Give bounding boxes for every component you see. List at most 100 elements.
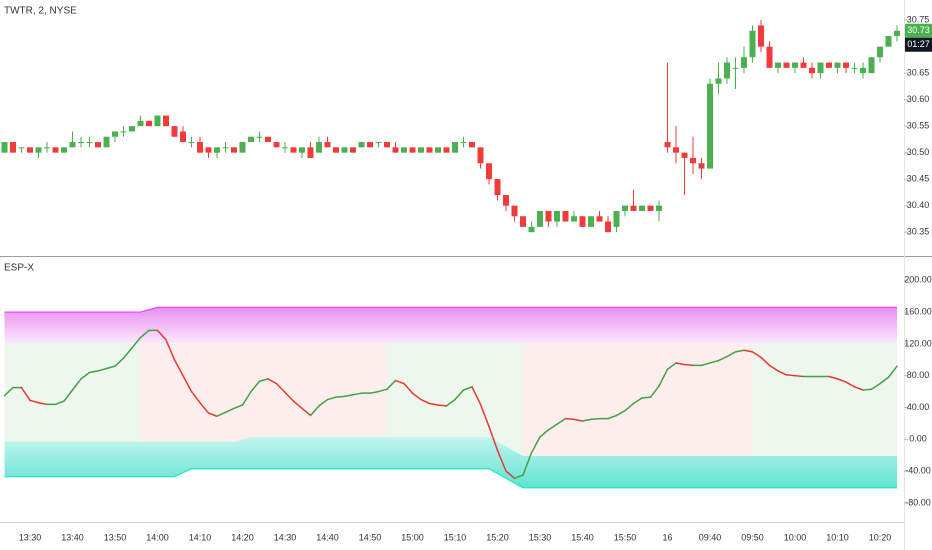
candle-body: [95, 142, 101, 148]
oscillator-segment: [641, 396, 652, 399]
oscillator-segment: [309, 405, 320, 417]
candle-body: [256, 136, 263, 138]
candle-body: [579, 216, 586, 227]
candle-body: [146, 120, 152, 127]
oscillator-segment: [675, 362, 686, 366]
y-tick-label: 80.00: [907, 370, 930, 380]
x-tick-label: 15:50: [614, 532, 637, 542]
y-tick-label: 120.00: [904, 338, 932, 348]
x-tick-label: 13:30: [19, 532, 42, 542]
oscillator-segment: [751, 351, 762, 359]
y-tick-label: 30.45: [907, 174, 930, 184]
candle-body: [333, 147, 339, 153]
y-tick-label: 30.55: [907, 121, 930, 131]
candle-body: [188, 142, 195, 144]
candle-body: [766, 46, 773, 68]
oscillator-segment: [726, 351, 737, 358]
oscillator-segment: [114, 357, 125, 367]
candle-body: [775, 62, 781, 68]
oscillator-segment: [862, 388, 873, 391]
trend-zone: [523, 343, 753, 456]
candle-body: [554, 210, 560, 222]
candle-body: [817, 62, 824, 74]
candle-body: [690, 157, 696, 164]
candle-body: [205, 147, 212, 153]
candle-body: [316, 142, 322, 153]
x-tick-label: 09:50: [741, 532, 764, 542]
candle-body: [426, 147, 433, 153]
candle-body: [197, 142, 203, 153]
oscillator-segment: [403, 382, 414, 394]
oscillator-segment: [343, 394, 354, 398]
oscillator-segment: [105, 365, 116, 370]
oscillator-segment: [607, 414, 618, 420]
oscillator-segment: [683, 363, 694, 367]
y-tick-label: -40.00: [905, 465, 931, 475]
oscillator-segment: [207, 412, 218, 417]
candle-body: [477, 147, 484, 164]
oscillator-segment: [556, 417, 567, 425]
candle-body: [673, 147, 679, 153]
oscillator-segment: [29, 399, 40, 404]
candle-body: [783, 62, 790, 68]
candle-body: [562, 210, 569, 222]
oscillator-segment: [258, 378, 269, 383]
band-edge: [4, 306, 897, 313]
candle-body: [44, 147, 50, 149]
oscillator-segment: [37, 401, 48, 406]
oscillator-segment: [658, 368, 669, 387]
oscillator-segment: [624, 402, 635, 412]
oscillator-segment: [709, 359, 720, 364]
oscillator-segment: [394, 379, 405, 385]
oscillator-segment: [836, 378, 847, 383]
x-tick-label: 14:20: [231, 532, 254, 542]
oscillator-segment: [488, 425, 499, 452]
candle-body: [367, 142, 373, 148]
x-tick-label: 15:30: [529, 532, 552, 542]
oscillator-segment: [139, 329, 150, 339]
y-tick-label: 0.00: [909, 434, 927, 444]
candle-body: [469, 142, 475, 148]
indicator-title: ESP-X: [4, 263, 34, 274]
x-tick-label: 16: [662, 532, 672, 542]
countdown-label: 01:27: [907, 39, 930, 49]
oscillator-segment: [190, 390, 201, 404]
oscillator-segment: [768, 364, 779, 372]
oscillator-segment: [828, 375, 839, 380]
oscillator-segment: [224, 407, 235, 414]
oscillator-segment: [734, 349, 745, 353]
oscillator-segment: [165, 339, 176, 361]
oscillator-segment: [20, 386, 31, 402]
oscillator-segment: [377, 388, 388, 393]
x-tick-label: 09:40: [699, 532, 722, 542]
candle-body: [639, 205, 645, 211]
candle-body: [860, 67, 866, 74]
x-tick-label: 14:00: [146, 532, 169, 542]
x-tick-label: 14:40: [316, 532, 339, 542]
oscillator-segment: [853, 386, 864, 391]
oscillator-segment: [97, 367, 108, 372]
oscillator-segment: [335, 395, 346, 398]
candle-body: [724, 62, 730, 79]
candle-body: [698, 163, 705, 169]
candle-body: [86, 142, 93, 144]
oscillator-segment: [666, 362, 677, 371]
candle-body: [656, 205, 662, 211]
candle-body: [511, 205, 518, 217]
candle-body: [843, 62, 849, 68]
candle-body: [401, 147, 407, 153]
x-tick-label: 13:40: [61, 532, 84, 542]
oscillator-segment: [63, 389, 74, 402]
oscillator-segment: [71, 378, 82, 391]
y-tick-label: 160.00: [904, 306, 932, 316]
oscillator-segment: [505, 470, 516, 480]
oscillator-segment: [352, 392, 363, 396]
candle-body: [392, 147, 399, 153]
candle-body: [826, 62, 832, 68]
candle-body: [307, 147, 314, 158]
candle-body: [375, 142, 382, 144]
x-tick-label: 15:10: [444, 532, 467, 542]
candle-body: [622, 205, 628, 211]
oscillator-segment: [173, 359, 184, 377]
